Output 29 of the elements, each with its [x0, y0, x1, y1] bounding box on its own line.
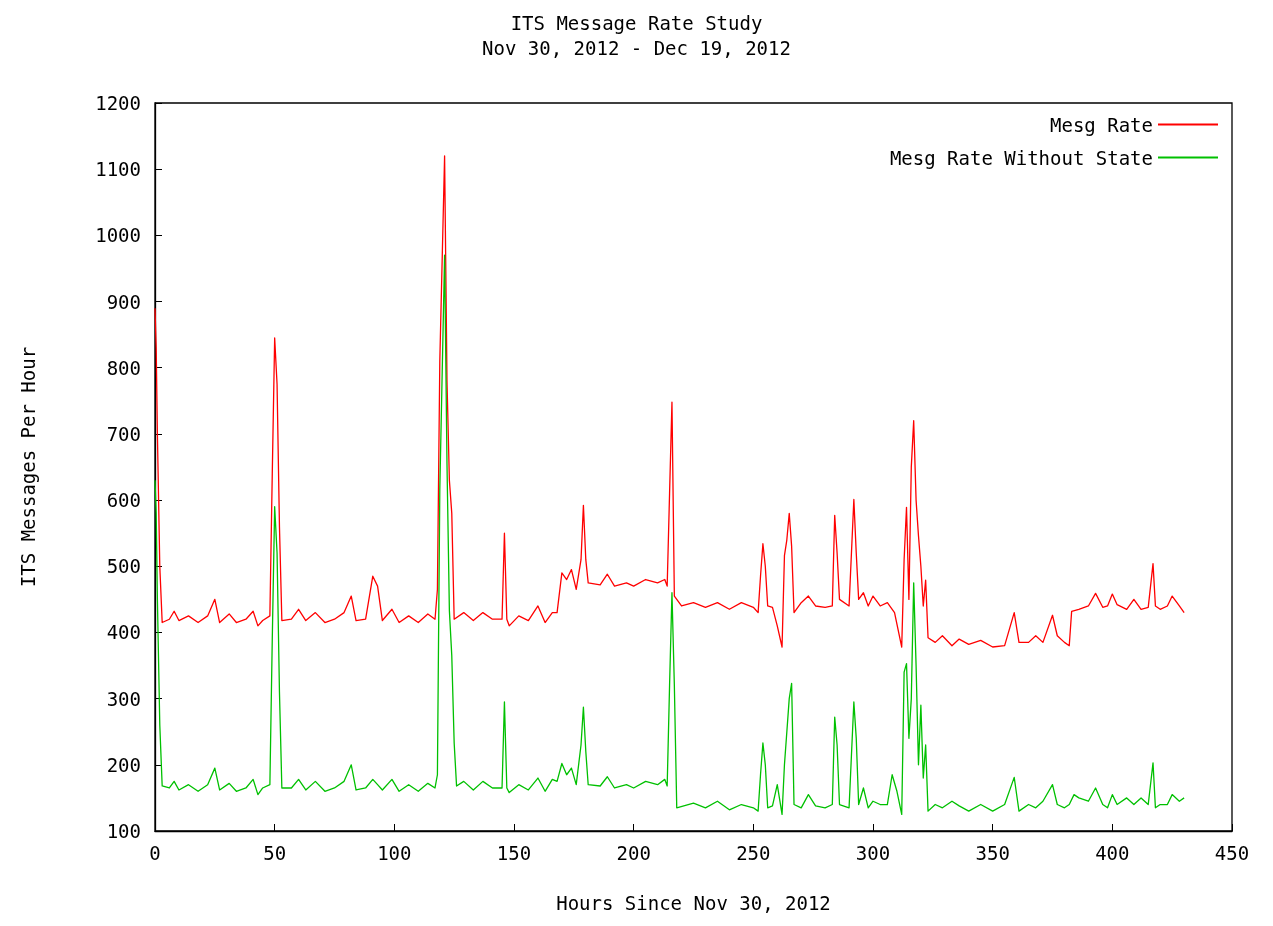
y-tick-label: 900 — [106, 290, 141, 313]
y-tick-label: 400 — [106, 621, 141, 644]
legend-label: Mesg Rate Without State — [889, 146, 1153, 169]
x-tick-label: 400 — [1095, 841, 1130, 864]
x-tick-label: 300 — [855, 841, 891, 864]
y-tick-label: 500 — [106, 555, 141, 578]
y-tick-label: 1200 — [95, 92, 141, 114]
line-series — [154, 254, 1185, 816]
legend-label: Mesg Rate — [1050, 113, 1153, 136]
y-tick-label: 600 — [106, 489, 141, 512]
chart-subtitle: Nov 30, 2012 - Dec 19, 2012 — [482, 36, 791, 59]
y-tick-label: 1100 — [95, 158, 141, 181]
x-tick-label: 50 — [263, 841, 287, 864]
x-tick-label: 0 — [149, 841, 161, 864]
chart-title: ITS Message Rate Study — [510, 11, 763, 34]
y-tick-label: 700 — [106, 422, 141, 445]
y-tick-label: 100 — [106, 820, 141, 842]
x-tick-label: 250 — [736, 841, 771, 864]
y-axis-title: ITS Messages Per Hour — [16, 346, 39, 588]
x-tick-label: 150 — [496, 841, 532, 864]
x-tick-label: 200 — [616, 841, 651, 864]
y-tick-label: 300 — [106, 687, 141, 710]
x-tick-label: 100 — [377, 841, 412, 864]
x-tick-label: 350 — [975, 841, 1010, 864]
y-tick-label: 1000 — [95, 224, 141, 247]
x-tick-label: 450 — [1214, 841, 1250, 864]
y-tick-label: 200 — [106, 753, 141, 776]
y-tick-label: 800 — [106, 356, 141, 379]
x-axis-title: Hours Since Nov 30, 2012 — [556, 891, 831, 914]
